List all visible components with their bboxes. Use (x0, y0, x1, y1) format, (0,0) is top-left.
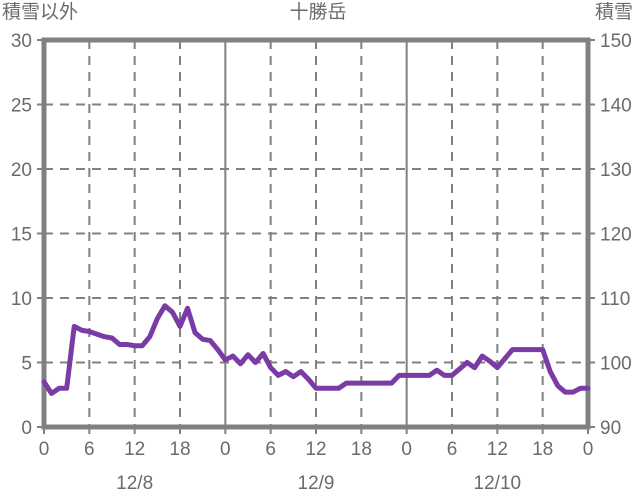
y2-tick-label: 120 (600, 225, 632, 246)
y-tick-label: 20 (11, 160, 32, 181)
x-tick-label: 6 (447, 439, 458, 460)
series-layer (41, 303, 591, 396)
left-axis-title: 積雪以外 (2, 2, 79, 23)
y2-tick-label: 150 (600, 31, 632, 52)
x-tick-label: 0 (583, 439, 594, 460)
y2-tick-label: 100 (600, 354, 632, 375)
y-tick-label: 5 (21, 354, 32, 375)
y-tick-label: 30 (11, 31, 32, 52)
y-tick-label: 15 (11, 225, 32, 246)
y-tick-label: 25 (11, 96, 32, 117)
x-tick-label: 0 (401, 439, 412, 460)
x-tick-label: 18 (169, 439, 190, 460)
x-tick-label: 0 (220, 439, 231, 460)
tick-marks (37, 39, 595, 434)
chart-title: 十勝岳 (289, 2, 347, 23)
x-tick-label: 12 (124, 439, 145, 460)
right-axis-title: 積雪 (594, 2, 633, 23)
y-tick-label: 0 (21, 418, 32, 439)
day-label: 12/8 (116, 473, 153, 494)
y2-tick-label: 110 (600, 289, 630, 310)
x-tick-label: 6 (84, 439, 95, 460)
x-tick-label: 12 (305, 439, 326, 460)
x-tick-label: 6 (265, 439, 276, 460)
x-tick-label: 18 (532, 439, 553, 460)
y-tick-label: 10 (11, 289, 32, 310)
day-label: 12/10 (474, 473, 522, 494)
y2-tick-label: 90 (600, 418, 621, 439)
x-tick-label: 12 (487, 439, 508, 460)
y2-tick-label: 140 (600, 96, 632, 117)
y2-tick-label: 130 (600, 160, 632, 181)
x-tick-label: 18 (351, 439, 372, 460)
grid-layer (44, 40, 588, 427)
data-line (41, 303, 591, 396)
day-label: 12/9 (298, 473, 335, 494)
x-tick-label: 0 (39, 439, 50, 460)
